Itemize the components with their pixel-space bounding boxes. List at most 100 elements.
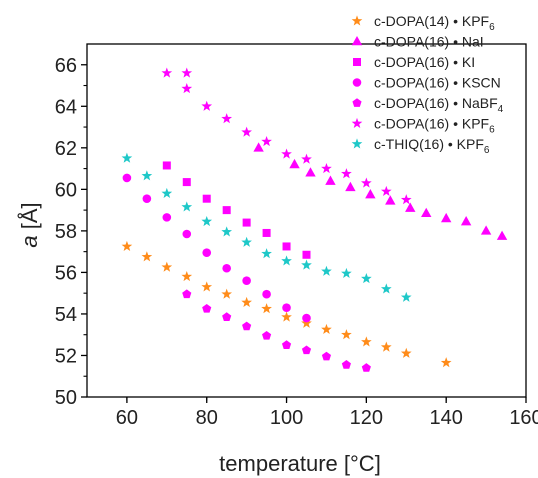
x-axis-title: temperature [°C]	[219, 451, 381, 476]
y-tick-label: 50	[55, 387, 77, 409]
data-point	[361, 177, 372, 188]
data-point	[281, 148, 292, 159]
legend-label: c-THIQ(16) • KPF6	[374, 136, 490, 156]
data-point	[162, 213, 172, 222]
y-axis-ticks: 50 52 54 56 58 60 62 64 66	[55, 55, 87, 409]
data-point	[242, 218, 251, 227]
y-axis-title-unit: [Å]	[17, 202, 42, 235]
data-point	[202, 194, 211, 203]
legend-label-text: c-DOPA(16) • KI	[374, 54, 475, 70]
data-point	[400, 194, 412, 205]
series-5	[161, 67, 412, 205]
legend-label: c-DOPA(16) • KSCN	[374, 75, 501, 91]
data-point	[261, 303, 272, 314]
series-4	[182, 289, 371, 372]
data-point	[242, 276, 251, 286]
data-point	[221, 113, 233, 124]
x-tick-label: 120	[350, 407, 383, 429]
legend-marker	[351, 15, 363, 26]
data-point	[302, 313, 311, 323]
data-point	[182, 178, 191, 187]
legend-label-subscript: 6	[489, 22, 495, 33]
data-point	[341, 329, 352, 340]
data-point	[321, 162, 332, 174]
data-point	[325, 175, 336, 185]
data-point	[181, 67, 193, 78]
data-point	[202, 248, 212, 257]
data-point	[121, 240, 133, 251]
data-point	[400, 347, 412, 358]
y-tick-label: 60	[55, 179, 77, 201]
legend-label-text: c-DOPA(14) • KPF	[374, 13, 489, 29]
data-point	[181, 270, 193, 282]
data-point	[221, 226, 233, 237]
data-point	[341, 360, 351, 369]
data-point	[301, 153, 312, 164]
data-point	[182, 229, 192, 239]
legend-label-text: c-DOPA(16) • NaI	[374, 34, 484, 50]
data-point	[480, 225, 492, 235]
data-point	[380, 283, 392, 294]
data-point	[361, 273, 372, 284]
y-tick-label: 56	[55, 262, 77, 284]
data-point	[440, 212, 452, 223]
legend-label: c-DOPA(16) • KPF6	[374, 116, 495, 136]
series-2	[162, 161, 311, 259]
data-point	[301, 345, 312, 355]
data-point	[121, 152, 133, 163]
y-axis-title: a [Å]	[17, 202, 42, 247]
y-tick-label: 66	[55, 55, 77, 77]
x-tick-label: 160	[509, 407, 538, 429]
legend-label: c-DOPA(16) • NaI	[374, 34, 484, 50]
data-point	[460, 216, 472, 226]
data-point	[161, 187, 173, 199]
legend-label-text: c-DOPA(16) • KPF	[374, 116, 489, 132]
data-point	[289, 158, 300, 169]
data-point	[282, 303, 291, 313]
data-point	[201, 281, 213, 292]
data-point	[440, 357, 452, 368]
legend-marker	[351, 36, 363, 46]
data-point	[405, 202, 416, 212]
legend-marker	[351, 138, 363, 149]
y-tick-label: 58	[55, 221, 77, 243]
y-tick-label: 54	[55, 304, 77, 326]
series-3	[122, 173, 311, 323]
data-point	[161, 67, 173, 78]
data-point	[253, 142, 264, 152]
plot-area-border	[86, 43, 527, 398]
legend-label-subscript: 6	[489, 125, 495, 136]
series-0	[121, 240, 452, 368]
data-point	[281, 255, 292, 266]
data-point	[241, 126, 252, 137]
data-point	[380, 341, 392, 352]
data-point	[161, 261, 173, 272]
data-point	[345, 181, 356, 192]
legend-label-text: c-THIQ(16) • KPF	[374, 136, 484, 152]
data-point	[341, 267, 352, 278]
legend-marker	[352, 98, 362, 107]
data-point	[241, 236, 252, 247]
data-point	[202, 303, 212, 313]
data-point	[261, 135, 272, 147]
data-point	[321, 323, 332, 335]
data-point	[281, 340, 292, 349]
legend-marker	[352, 78, 362, 87]
data-point	[241, 296, 252, 308]
x-axis-ticks: 60 80 100 120 140 160	[116, 397, 538, 429]
x-tick-label: 80	[196, 407, 218, 429]
y-axis-title-symbol: a	[17, 235, 42, 247]
data-point	[361, 363, 371, 372]
data-point	[221, 288, 233, 299]
data-point	[181, 201, 193, 212]
legend-label: c-DOPA(14) • KPF6	[374, 13, 495, 33]
data-point	[400, 291, 412, 302]
legend-marker	[353, 58, 361, 66]
x-tick-label: 140	[429, 407, 462, 429]
data-point	[261, 248, 272, 259]
data-point	[321, 265, 332, 276]
data-point	[302, 250, 311, 259]
legend-label: c-DOPA(16) • KI	[374, 54, 475, 70]
data-point	[385, 195, 396, 205]
